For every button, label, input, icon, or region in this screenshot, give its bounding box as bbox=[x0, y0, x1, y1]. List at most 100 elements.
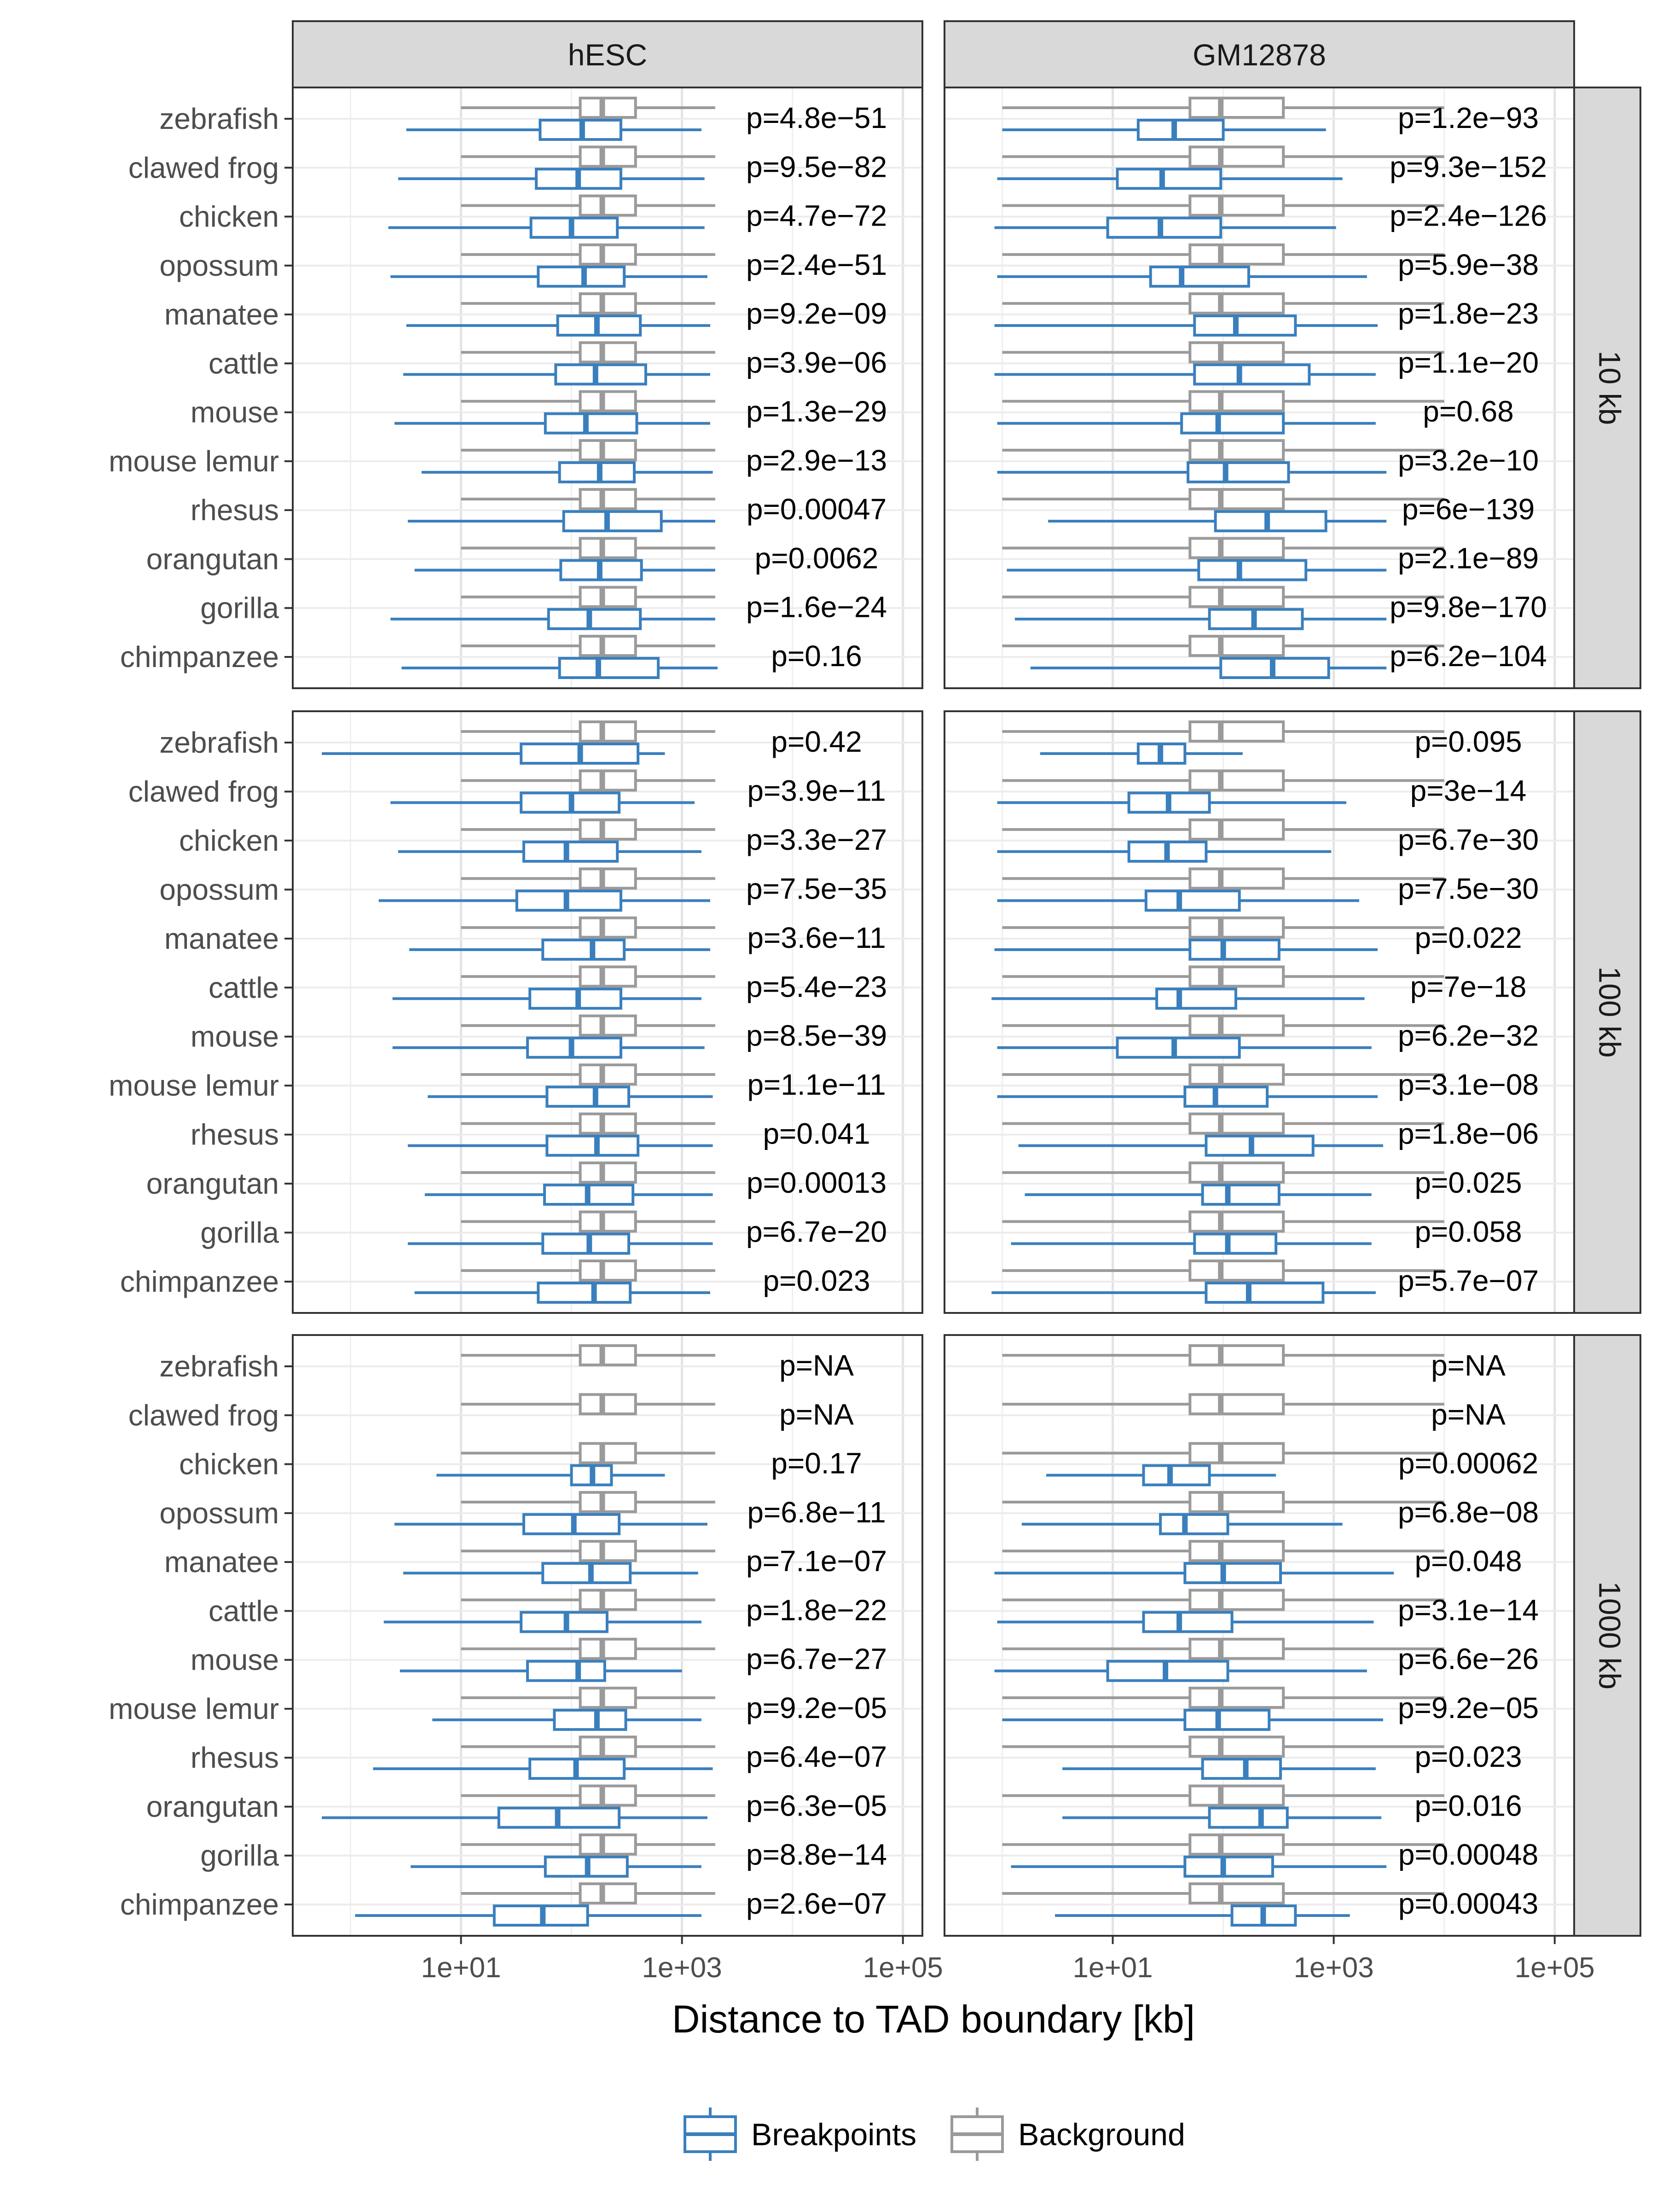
background-box bbox=[1188, 1736, 1285, 1758]
breakpoint-box bbox=[558, 461, 636, 483]
p-value-label: p=9.8e−170 bbox=[1390, 591, 1547, 624]
p-value-label: p=6.8e−08 bbox=[1398, 1496, 1539, 1529]
p-value-label: p=0.00013 bbox=[747, 1166, 886, 1199]
panel-border bbox=[944, 87, 1575, 689]
p-value-label: p=7e−18 bbox=[1410, 970, 1527, 1003]
y-tick-label: cattle bbox=[209, 347, 279, 380]
x-axis-title: Distance to TAD boundary [kb] bbox=[672, 1997, 1195, 2041]
facet-strip-label: 100 kb bbox=[1593, 966, 1627, 1057]
breakpoint-box bbox=[1106, 216, 1222, 239]
facet-strip-label: 10 kb bbox=[1593, 351, 1627, 425]
p-value-label: p=4.7e−72 bbox=[746, 199, 887, 232]
breakpoint-box bbox=[1188, 938, 1280, 961]
background-box bbox=[1188, 769, 1285, 792]
panel-border bbox=[292, 87, 923, 689]
p-value-label: p=6.7e−27 bbox=[746, 1643, 887, 1676]
breakpoint-box bbox=[1208, 1806, 1289, 1829]
breakpoint-box bbox=[1180, 412, 1285, 435]
p-value-label: p=NA bbox=[779, 1349, 854, 1382]
p-value-label: p=5.4e−23 bbox=[746, 970, 887, 1003]
background-box bbox=[579, 1736, 637, 1758]
background-box bbox=[1188, 1112, 1285, 1135]
breakpoint-box bbox=[544, 412, 638, 435]
breakpoint-box bbox=[1205, 1282, 1325, 1304]
background-box bbox=[1188, 1882, 1285, 1904]
p-value-label: p=0.00062 bbox=[1398, 1447, 1538, 1480]
background-box bbox=[579, 341, 637, 364]
y-tick-label: opossum bbox=[159, 1497, 279, 1530]
background-box bbox=[1188, 1161, 1285, 1184]
y-tick-label: zebrafish bbox=[159, 726, 279, 759]
p-value-label: p=0.00048 bbox=[1398, 1838, 1538, 1871]
breakpoint-box bbox=[545, 1086, 631, 1108]
breakpoint-box bbox=[528, 987, 622, 1010]
background-box bbox=[579, 1589, 637, 1611]
background-box bbox=[1188, 390, 1285, 412]
x-tick-label: 1e+05 bbox=[863, 1952, 943, 1984]
p-value-label: p=0.058 bbox=[1414, 1215, 1522, 1248]
p-value-label: p=3e−14 bbox=[1410, 774, 1527, 807]
p-value-label: p=0.16 bbox=[771, 639, 862, 673]
y-tick-label: clawed frog bbox=[128, 1399, 279, 1432]
background-box bbox=[579, 439, 637, 461]
breakpoint-box bbox=[1205, 1134, 1315, 1157]
y-tick-label: rhesus bbox=[191, 1741, 279, 1774]
background-box bbox=[1188, 243, 1285, 266]
background-box bbox=[579, 194, 637, 217]
background-box bbox=[1188, 818, 1285, 841]
y-tick-label: manatee bbox=[164, 298, 279, 331]
breakpoint-box bbox=[1183, 1855, 1274, 1878]
background-box bbox=[579, 1442, 637, 1464]
y-tick-label: chimpanzee bbox=[120, 1888, 279, 1921]
breakpoint-box bbox=[558, 657, 660, 679]
breakpoint-box bbox=[1193, 314, 1297, 337]
background-box bbox=[1188, 145, 1285, 168]
p-value-label: p=3.1e−08 bbox=[1398, 1068, 1539, 1101]
background-box bbox=[579, 916, 637, 939]
breakpoint-box bbox=[1201, 1758, 1282, 1780]
background-box bbox=[1188, 586, 1285, 608]
breakpoint-box bbox=[541, 938, 626, 961]
breakpoint-box bbox=[1201, 1184, 1280, 1206]
breakpoint-box bbox=[541, 1562, 632, 1585]
background-box bbox=[1188, 194, 1285, 217]
background-box bbox=[1188, 720, 1285, 743]
breakpoint-box bbox=[1183, 1708, 1271, 1731]
y-tick-label: chimpanzee bbox=[120, 640, 279, 673]
background-box bbox=[579, 488, 637, 511]
background-box bbox=[579, 1393, 637, 1416]
p-value-label: p=3.2e−10 bbox=[1398, 444, 1539, 477]
facet-strip-100kb bbox=[1573, 710, 1641, 1314]
y-tick-label: chicken bbox=[179, 824, 279, 857]
breakpoint-box bbox=[1142, 1464, 1211, 1486]
facet-strip-label: GM12878 bbox=[1193, 38, 1326, 72]
y-tick-label: orangutan bbox=[146, 542, 279, 575]
p-value-label: p=9.2e−05 bbox=[1398, 1691, 1539, 1724]
background-box bbox=[1188, 97, 1285, 119]
facet-strip-label: hESC bbox=[568, 38, 647, 72]
p-value-label: p=3.3e−27 bbox=[746, 823, 887, 856]
y-tick-label: clawed frog bbox=[128, 775, 279, 808]
breakpoint-box bbox=[1183, 1562, 1282, 1585]
p-value-label: p=0.0062 bbox=[755, 541, 879, 575]
background-box bbox=[1188, 916, 1285, 939]
background-box bbox=[579, 97, 637, 119]
breakpoint-box bbox=[1116, 1036, 1241, 1059]
facet-strip-hesc bbox=[292, 20, 923, 88]
breakpoint-box bbox=[1193, 363, 1311, 386]
background-box bbox=[579, 1014, 637, 1037]
p-value-label: p=1.3e−29 bbox=[746, 395, 887, 428]
p-value-label: p=6.4e−07 bbox=[746, 1740, 887, 1773]
y-tick-label: rhesus bbox=[191, 493, 279, 527]
panel-border bbox=[292, 710, 923, 1314]
p-value-label: p=5.9e−38 bbox=[1398, 248, 1539, 281]
p-value-label: p=1.8e−06 bbox=[1398, 1117, 1539, 1150]
y-tick-label: orangutan bbox=[146, 1790, 279, 1823]
y-tick-label: chicken bbox=[179, 1448, 279, 1481]
background-box bbox=[579, 1540, 637, 1562]
background-box bbox=[579, 965, 637, 988]
breakpoint-box bbox=[1149, 265, 1250, 288]
p-value-label: p=7.5e−35 bbox=[746, 872, 887, 905]
y-tick-label: gorilla bbox=[200, 1839, 279, 1872]
